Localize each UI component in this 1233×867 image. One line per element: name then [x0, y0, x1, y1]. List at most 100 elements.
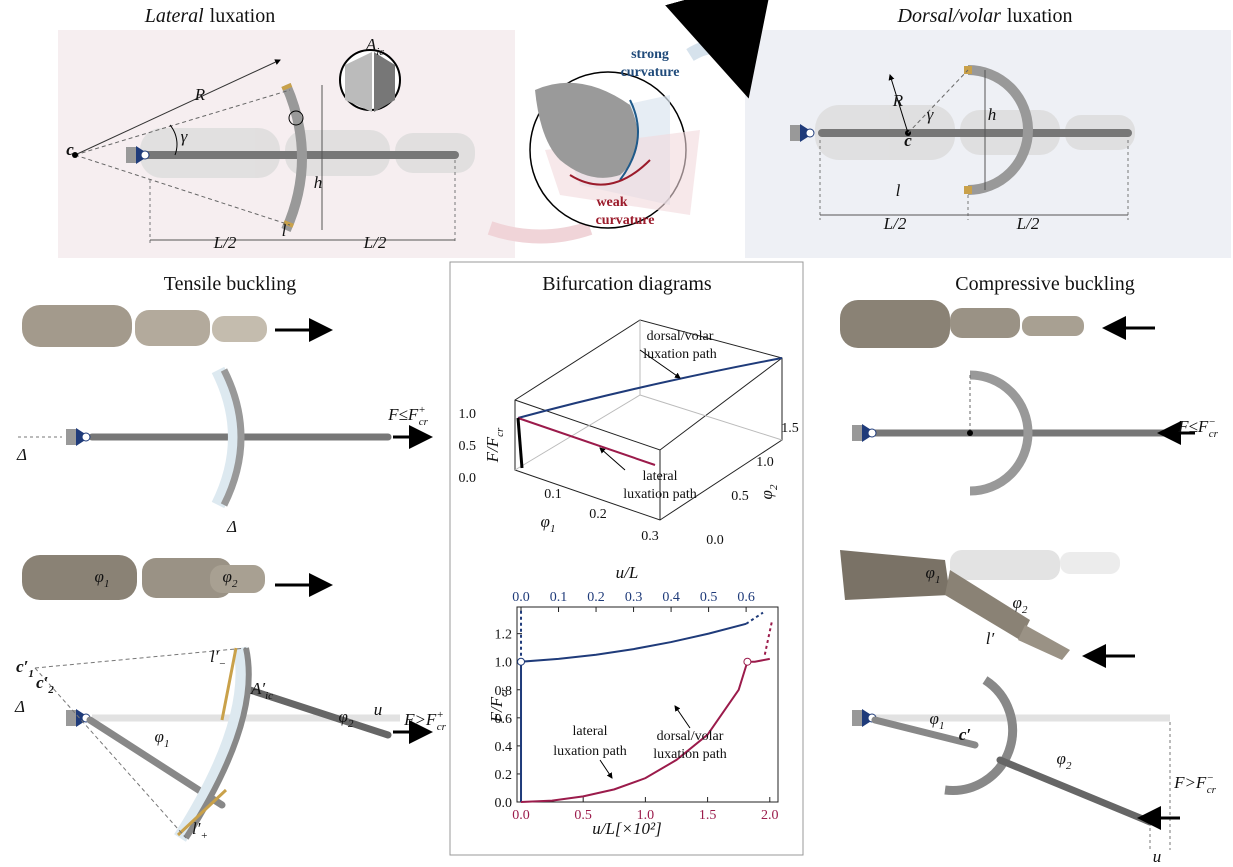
- bifurcation-box: [450, 262, 803, 855]
- label-base: φ: [757, 490, 776, 499]
- label: Δ: [16, 445, 27, 464]
- label-sub: −: [219, 658, 226, 670]
- tick-label: 1.0: [459, 407, 477, 422]
- label: φ1: [930, 709, 945, 732]
- series-line: [521, 624, 746, 802]
- label-sub: 1: [164, 738, 170, 750]
- tick-label: 0.0: [706, 533, 724, 548]
- label-base: c′: [36, 673, 48, 692]
- label: A′ic: [250, 679, 273, 702]
- label-base: F>F: [403, 710, 437, 729]
- label-base: L/2: [1016, 214, 1040, 233]
- panel-title: Lateralluxation: [144, 5, 275, 27]
- label: c′: [959, 725, 971, 744]
- label-sub: ic: [376, 46, 384, 58]
- tick-label: 1.5: [781, 421, 799, 436]
- label-sub: cr: [498, 687, 510, 697]
- label: F>F−cr: [1173, 772, 1217, 796]
- annotation-arrow: [675, 706, 690, 728]
- panel-title: Bifurcation diagrams: [542, 273, 712, 295]
- label: φ2: [339, 707, 354, 730]
- label-sub: cr: [494, 427, 506, 437]
- tick-label: 1.2: [495, 628, 513, 643]
- label: l: [282, 221, 287, 240]
- label-base: R: [892, 91, 904, 110]
- tick-label: 0.1: [550, 590, 568, 605]
- label-sub: 2: [1066, 760, 1072, 772]
- label-sub: cr: [419, 416, 429, 428]
- label: φ2: [1057, 749, 1072, 772]
- label-base: φ: [930, 709, 939, 728]
- tick-label: 2.0: [761, 808, 779, 823]
- tick-label: 0.5: [731, 489, 749, 504]
- label-sub: +: [201, 830, 208, 842]
- label: L/2: [1016, 214, 1040, 233]
- label: luxation path: [653, 747, 727, 762]
- tick-label: 0.3: [641, 529, 659, 544]
- tick-label: 0.0: [495, 796, 513, 811]
- label: strong: [631, 47, 669, 62]
- label-base: φ: [339, 707, 348, 726]
- label-base: l: [896, 181, 901, 200]
- label-base: L/2: [213, 233, 237, 252]
- compressive-schematic: [840, 300, 1195, 850]
- label-base: φ: [1057, 749, 1066, 768]
- title-rest: luxation: [1007, 5, 1073, 27]
- label: l′: [986, 629, 995, 648]
- tick-label: 0.0: [512, 590, 530, 605]
- label-base: φ: [223, 567, 232, 586]
- label: L/2: [213, 233, 237, 252]
- label-sub: 2: [348, 718, 354, 730]
- label-base: c: [904, 131, 912, 150]
- label-sub: 2: [47, 684, 54, 696]
- label-sub: 2: [768, 484, 780, 490]
- label-base: c′: [959, 725, 971, 744]
- label-base: φ: [541, 512, 550, 531]
- label-sub: 1: [935, 574, 941, 586]
- label: c′2: [36, 673, 54, 696]
- panel-title: Compressive buckling: [955, 273, 1134, 295]
- label-base: c: [66, 140, 74, 159]
- bifurcation-point: [518, 658, 525, 665]
- label-base: Δ: [16, 445, 27, 464]
- label: Δ: [226, 517, 237, 536]
- tick-label: 0.2: [589, 507, 607, 522]
- x-axis-label: u/L[×10²]: [592, 819, 661, 838]
- label: h: [988, 105, 997, 124]
- label-sup: +: [436, 709, 443, 721]
- figure: LateralluxationDorsal/volarluxationTensi…: [0, 0, 1233, 867]
- tick-label: 0.0: [459, 471, 477, 486]
- label-base: l′: [192, 819, 201, 838]
- label-base: u: [1153, 847, 1162, 866]
- label-base: Δ: [14, 697, 25, 716]
- label-sub: 1: [939, 720, 945, 732]
- label-sub: cr: [1207, 784, 1217, 796]
- label-sub: 1: [28, 668, 34, 680]
- label: φ2: [757, 484, 780, 499]
- label: h: [314, 173, 323, 192]
- tick-label: 1.0: [756, 455, 774, 470]
- label-base: F/F: [487, 696, 506, 723]
- label-sub: cr: [1209, 428, 1219, 440]
- label: Δ: [14, 697, 25, 716]
- label: F≤F+cr: [387, 404, 428, 428]
- title-rest: luxation: [210, 5, 276, 27]
- label-base: l: [282, 221, 287, 240]
- label: lateral: [643, 469, 678, 484]
- label-base: φ: [1013, 593, 1022, 612]
- label: F>F+cr: [403, 709, 447, 733]
- label-sup: +: [418, 404, 425, 416]
- series-line: [746, 613, 763, 624]
- tick-label: 0.2: [495, 768, 513, 783]
- series-line: [521, 659, 770, 802]
- label-base: c′: [16, 657, 28, 676]
- plot-frame: [517, 607, 778, 802]
- label: dorsal/volar: [657, 729, 724, 744]
- x2-axis-label: u/L: [616, 563, 639, 582]
- label: L/2: [883, 214, 907, 233]
- label: weak: [596, 195, 627, 210]
- panel-title: Tensile buckling: [164, 273, 296, 295]
- tick-label: 0.1: [544, 487, 562, 502]
- label: l: [896, 181, 901, 200]
- label: luxation path: [623, 487, 697, 502]
